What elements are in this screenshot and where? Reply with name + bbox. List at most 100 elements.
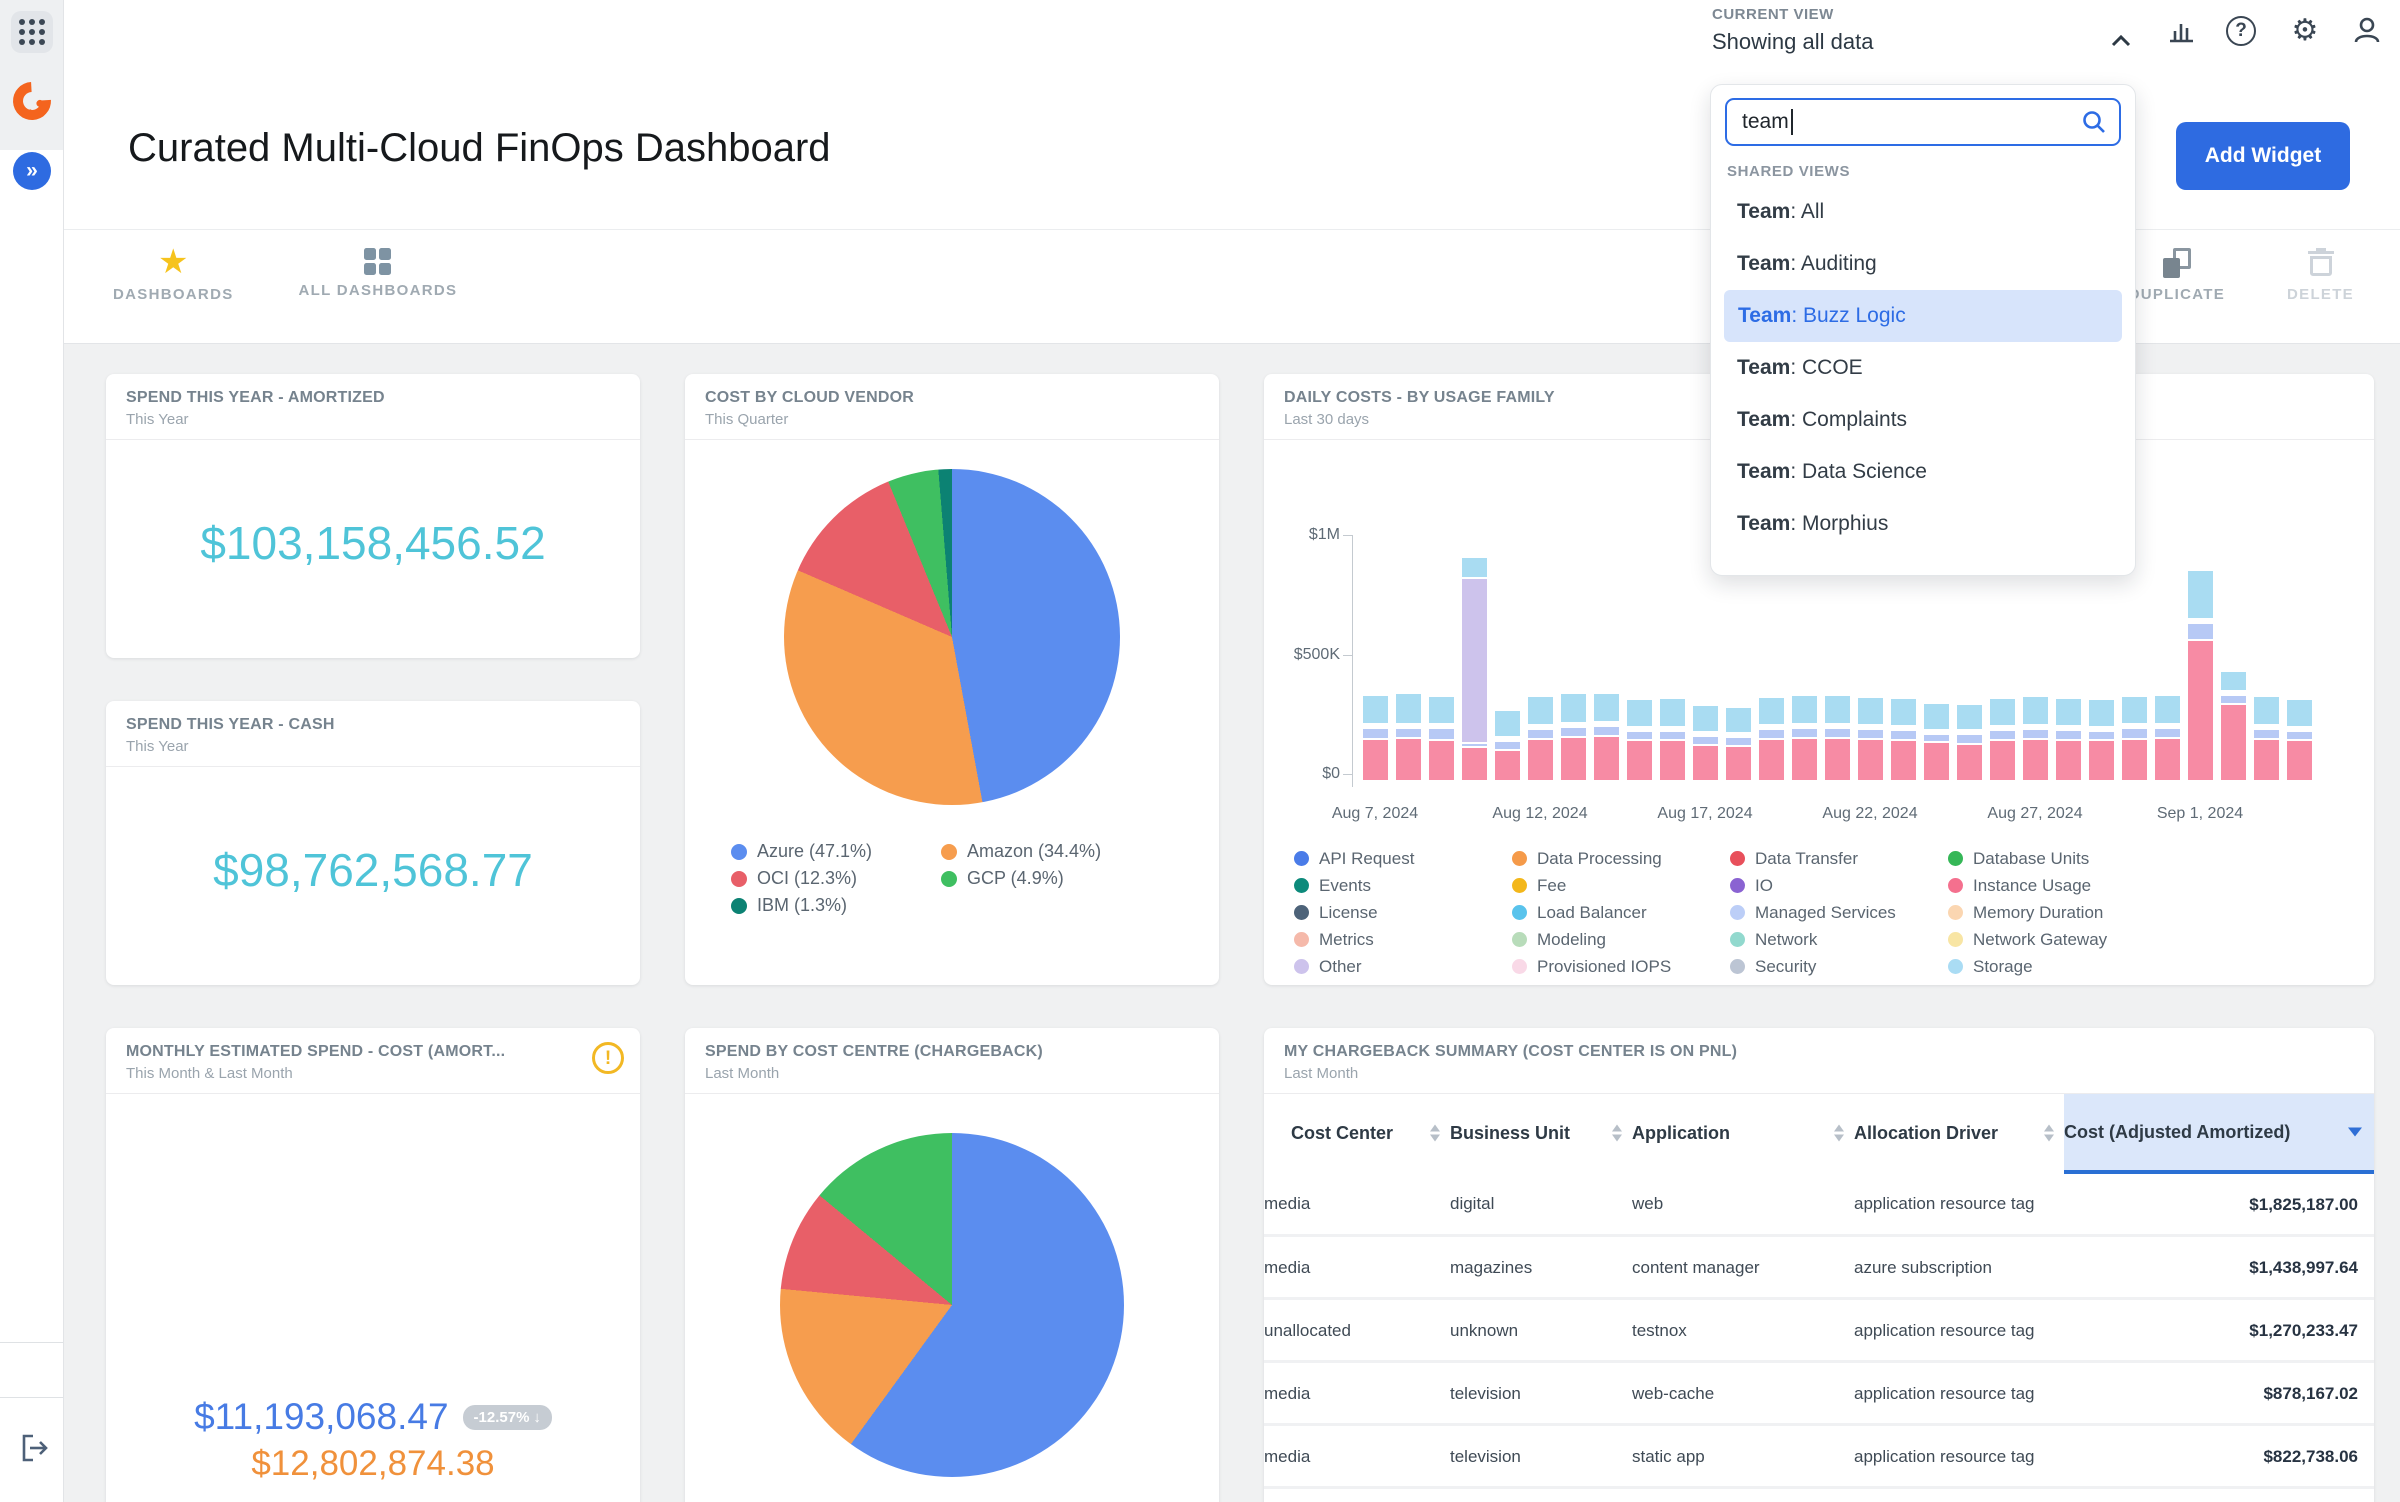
logout-icon[interactable] [20, 1432, 50, 1464]
bar-segment [2155, 737, 2180, 780]
sort-arrows-icon[interactable] [1430, 1124, 1440, 1142]
daily-bar[interactable] [1825, 691, 1850, 782]
table-column-header[interactable]: Allocation Driver [1854, 1094, 2064, 1172]
shared-view-item[interactable]: Team: Buzz Logic [1724, 290, 2122, 342]
shared-view-item[interactable]: Team: Auditing [1737, 252, 1877, 275]
sort-arrows-icon[interactable] [1612, 1124, 1622, 1142]
daily-bar[interactable] [2056, 695, 2081, 782]
daily-bar[interactable] [2188, 567, 2213, 782]
app-switcher-waffle-icon[interactable] [11, 11, 53, 53]
tab-all-dashboards[interactable]: ALL DASHBOARDS [289, 230, 468, 303]
daily-bar[interactable] [1363, 692, 1388, 782]
daily-bar[interactable] [1957, 700, 1982, 782]
shared-view-item[interactable]: Team: Complaints [1737, 408, 1908, 431]
legend-item: Network Gateway [1948, 926, 2166, 953]
reports-chart-icon[interactable] [2164, 14, 2198, 48]
bar-segment [1528, 737, 1553, 780]
daily-bar[interactable] [2320, 778, 2345, 782]
card-title: DAILY COSTS - BY USAGE FAMILY [1284, 389, 1555, 406]
table-cell: television [1450, 1361, 1632, 1426]
bar-segment [1891, 696, 1916, 725]
daily-bar[interactable] [1891, 694, 1916, 782]
daily-bar[interactable] [1858, 693, 1883, 782]
bar-segment [2023, 737, 2048, 780]
sort-arrows-icon[interactable] [2044, 1124, 2054, 1142]
tab-dashboards[interactable]: ★ DASHBOARDS [103, 230, 244, 303]
bar-segment [1858, 724, 1883, 727]
daily-bar[interactable] [1528, 692, 1553, 782]
card-spend-this-year-cash: SPEND THIS YEAR - CASH This Year $98,762… [106, 701, 640, 985]
cost-centre-pie-chart[interactable] [780, 1133, 1124, 1477]
daily-bar[interactable] [1396, 690, 1421, 782]
user-profile-icon[interactable] [2350, 14, 2384, 48]
current-view-label: CURRENT VIEW [1712, 6, 1834, 23]
table-row[interactable]: media magazines content manager azure subsc… [1264, 1235, 2374, 1300]
legend-dot-icon [1294, 932, 1309, 947]
legend-item: Support [1730, 980, 1948, 986]
daily-costs-stacked-bar-chart[interactable]: API Request Events License Metrics Other Stor… [1264, 440, 2374, 985]
daily-bar[interactable] [1627, 695, 1652, 782]
daily-bar[interactable] [1924, 699, 1949, 782]
daily-bar[interactable] [1429, 692, 1454, 782]
shared-view-item[interactable]: Team: Morphius [1737, 512, 1889, 535]
daily-bar[interactable] [1495, 707, 1520, 782]
daily-bar[interactable] [2221, 667, 2246, 782]
settings-gear-icon[interactable]: ⚙ [2288, 14, 2322, 48]
table-column-header[interactable]: Cost (Adjusted Amortized) [2064, 1094, 2374, 1174]
cloud-vendor-pie-chart[interactable] [784, 469, 1120, 805]
table-row[interactable]: unallocated unknown testnox application res… [1264, 1298, 2374, 1363]
warning-alert-icon[interactable]: ! [592, 1042, 624, 1074]
duplicate-icon [2162, 248, 2191, 278]
table-row[interactable]: media television static app application res… [1264, 1424, 2374, 1489]
bar-segment [1528, 692, 1553, 695]
daily-bar[interactable] [2254, 693, 2279, 782]
sort-arrows-icon[interactable] [1834, 1124, 1844, 1142]
bar-segment [1726, 733, 1751, 736]
daily-bar[interactable] [1660, 694, 1685, 782]
table-column-header[interactable]: Application [1632, 1094, 1854, 1172]
daily-bar[interactable] [1792, 692, 1817, 782]
daily-bar[interactable] [1561, 690, 1586, 782]
table-column-header[interactable]: Cost Center [1264, 1094, 1450, 1172]
table-cell: azure subscription [1854, 1235, 2064, 1300]
x-axis-tick-label: Aug 27, 2024 [1987, 805, 2083, 822]
legend-label: Security [1755, 956, 1817, 976]
add-widget-button[interactable]: Add Widget [2176, 122, 2350, 190]
current-view-selector[interactable]: CURRENT VIEW Showing all data [1712, 6, 2136, 55]
bar-segment [1792, 737, 1817, 780]
daily-bar[interactable] [1726, 704, 1751, 782]
daily-bar[interactable] [2122, 692, 2147, 782]
daily-bar[interactable] [1594, 690, 1619, 782]
bar-segment [1660, 729, 1685, 740]
daily-bar[interactable] [1462, 554, 1487, 782]
legend-dot-icon [1294, 905, 1309, 920]
bar-segment [1825, 691, 1850, 694]
bar-segment [1462, 556, 1487, 577]
legend-dot-icon [1948, 878, 1963, 893]
daily-bar[interactable] [1990, 695, 2015, 782]
sidebar-expand-button[interactable]: » [13, 152, 51, 190]
daily-bar[interactable] [2089, 696, 2114, 782]
shared-view-item[interactable]: Team: Data Science [1737, 460, 1927, 483]
daily-bar[interactable] [2155, 692, 2180, 782]
star-icon: ★ [158, 243, 189, 281]
view-search-input[interactable]: team [1725, 98, 2121, 146]
daily-bar[interactable] [2023, 693, 2048, 782]
table-column-header[interactable]: Business Unit [1450, 1094, 1632, 1172]
delete-button[interactable]: DELETE [2277, 230, 2364, 303]
bar-segment [1957, 702, 1982, 730]
chevron-up-icon[interactable] [2106, 30, 2136, 55]
cost-cell: $1,438,997.64 [2064, 1235, 2374, 1300]
duplicate-button[interactable]: DUPLICATE [2119, 230, 2235, 303]
table-row[interactable]: media digital web application resource tag $… [1264, 1172, 2374, 1237]
bar-segment [2155, 692, 2180, 695]
shared-view-item[interactable]: Team: CCOE [1737, 356, 1863, 379]
table-row[interactable]: media television web-cache application reso… [1264, 1361, 2374, 1426]
legend-item: Load Balancer [1512, 899, 1730, 926]
daily-bar[interactable] [1759, 693, 1784, 782]
shared-view-item[interactable]: Team: All [1737, 200, 1825, 223]
help-icon[interactable]: ? [2226, 14, 2260, 48]
daily-bar[interactable] [2287, 696, 2312, 782]
daily-bar[interactable] [1693, 702, 1718, 782]
bar-segment [1693, 702, 1718, 705]
